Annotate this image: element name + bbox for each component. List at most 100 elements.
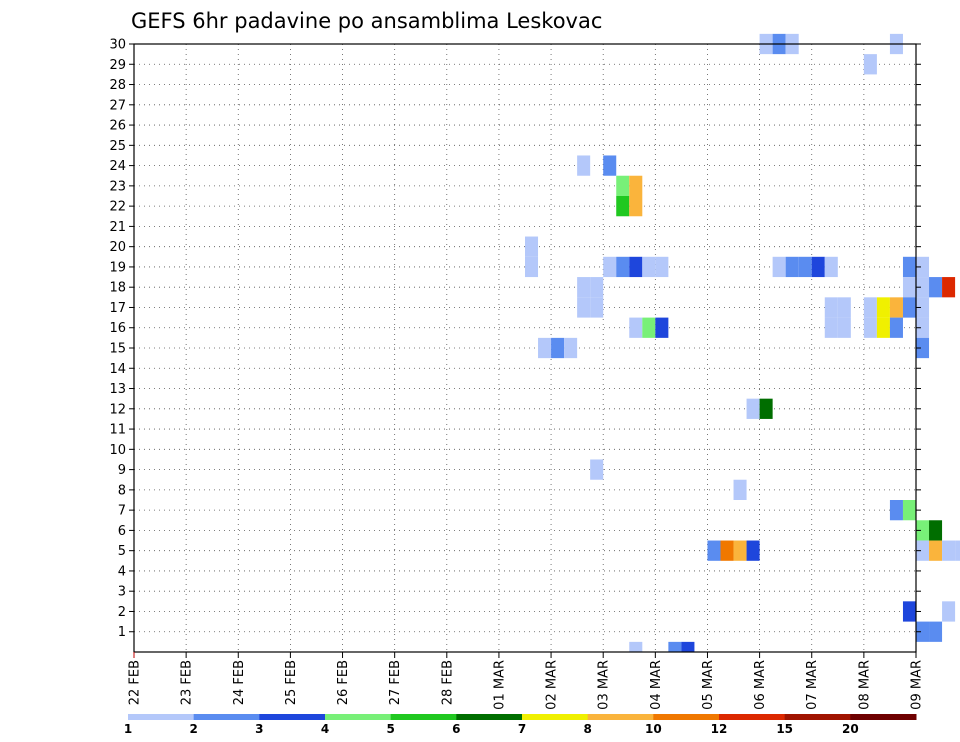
cell-40 — [902, 297, 916, 318]
cell-73 — [916, 621, 930, 642]
cell-39 — [889, 297, 903, 318]
legend-label-2: 3 — [255, 722, 263, 736]
chart-title: GEFS 6hr padavine po ansamblima Leskovac — [131, 9, 602, 33]
y-tick-label-15: 16 — [109, 321, 126, 336]
cell-4 — [863, 54, 877, 75]
cell-32 — [590, 297, 604, 318]
cell-35 — [824, 297, 838, 318]
y-tick-label-1: 2 — [118, 605, 126, 620]
cell-28 — [916, 277, 930, 298]
color-legend: 1 2 3 4 5 6 7 8 10 12 15 20 — [124, 714, 917, 736]
x-tick-label-0: 22 FEB — [128, 660, 143, 705]
y-tick-label-6: 7 — [118, 504, 126, 519]
cell-77 — [681, 641, 695, 652]
cell-38 — [876, 297, 890, 318]
legend-label-7: 8 — [583, 722, 591, 736]
legend-swatch-8 — [653, 714, 720, 720]
y-tick-label-11: 12 — [109, 402, 126, 417]
y-tick-label-24: 25 — [109, 139, 126, 154]
y-tick-label-19: 20 — [109, 240, 126, 255]
cell-76 — [668, 641, 682, 652]
cell-10 — [629, 196, 643, 217]
data-cells — [525, 33, 960, 652]
cell-53 — [551, 337, 565, 359]
x-tick-label-13: 07 MAR — [805, 660, 820, 710]
y-tick-label-17: 18 — [109, 281, 126, 296]
legend-label-8: 10 — [645, 722, 662, 736]
cell-56 — [759, 398, 773, 419]
cell-6 — [603, 155, 617, 176]
y-tick-label-10: 11 — [109, 423, 126, 438]
legend-label-3: 4 — [321, 722, 329, 736]
cell-63 — [707, 540, 721, 561]
x-tick-label-7: 01 MAR — [492, 660, 507, 710]
cell-44 — [863, 317, 877, 338]
x-tick-label-3: 25 FEB — [284, 660, 299, 705]
cell-72 — [942, 601, 956, 622]
cell-52 — [538, 337, 552, 359]
y-tick-label-25: 26 — [109, 119, 126, 134]
y-tick-label-12: 13 — [109, 382, 126, 397]
legend-swatch-11 — [850, 714, 917, 720]
cell-11 — [525, 236, 539, 257]
x-tick-label-6: 28 FEB — [440, 660, 455, 705]
cell-20 — [798, 256, 812, 278]
x-tick-label-15: 09 MAR — [910, 660, 925, 710]
cell-12 — [525, 256, 539, 278]
cell-55 — [746, 398, 760, 419]
cell-5 — [577, 155, 591, 176]
y-tick-label-9: 10 — [109, 443, 126, 458]
cell-16 — [642, 256, 656, 278]
cell-49 — [642, 317, 656, 338]
cell-15 — [629, 256, 643, 278]
cell-23 — [902, 256, 916, 278]
cell-14 — [616, 256, 630, 278]
cell-8 — [629, 175, 643, 196]
y-tick-label-13: 14 — [109, 362, 126, 377]
cell-54 — [564, 337, 578, 359]
legend-swatch-0 — [128, 714, 195, 720]
legend-label-4: 5 — [386, 722, 394, 736]
y-tick-label-2: 3 — [118, 585, 126, 600]
x-tick-label-14: 08 MAR — [857, 660, 872, 710]
y-tick-label-26: 27 — [109, 98, 126, 113]
cell-19 — [785, 256, 799, 278]
cell-43 — [837, 317, 851, 338]
legend-label-10: 15 — [776, 722, 793, 736]
x-tick-label-2: 24 FEB — [232, 660, 247, 705]
y-tick-label-22: 23 — [109, 179, 126, 194]
cell-60 — [902, 500, 916, 521]
y-tick-label-5: 6 — [118, 524, 126, 539]
cell-47 — [916, 317, 930, 338]
cell-18 — [772, 256, 786, 278]
y-tick-label-29: 30 — [109, 38, 126, 53]
cell-62 — [929, 520, 943, 541]
cell-57 — [590, 459, 604, 480]
legend-swatch-1 — [193, 714, 260, 720]
legend-swatch-2 — [259, 714, 326, 720]
legend-swatch-7 — [587, 714, 654, 720]
cell-70 — [955, 540, 960, 561]
cell-71 — [902, 601, 916, 622]
cell-31 — [577, 297, 591, 318]
y-tick-label-7: 8 — [118, 483, 126, 498]
legend-swatch-10 — [784, 714, 851, 720]
y-tick-label-21: 22 — [109, 200, 126, 215]
cell-22 — [824, 256, 838, 278]
cell-42 — [824, 317, 838, 338]
cell-58 — [733, 479, 747, 500]
x-tick-label-4: 26 FEB — [336, 660, 351, 705]
cell-67 — [916, 540, 930, 561]
x-axis: 22 FEB 23 FEB 24 FEB 25 FEB 26 FEB 27 FEB 28 F… — [128, 652, 925, 710]
x-tick-label-11: 05 MAR — [701, 660, 716, 710]
legend-swatch-4 — [390, 714, 457, 720]
x-tick-label-10: 04 MAR — [649, 660, 664, 710]
y-tick-label-23: 24 — [109, 159, 126, 174]
y-tick-label-4: 5 — [118, 544, 126, 559]
legend-label-0: 1 — [124, 722, 132, 736]
cell-51 — [916, 337, 930, 359]
cell-26 — [590, 277, 604, 298]
x-tick-label-9: 03 MAR — [597, 660, 612, 710]
cell-29 — [929, 277, 943, 298]
